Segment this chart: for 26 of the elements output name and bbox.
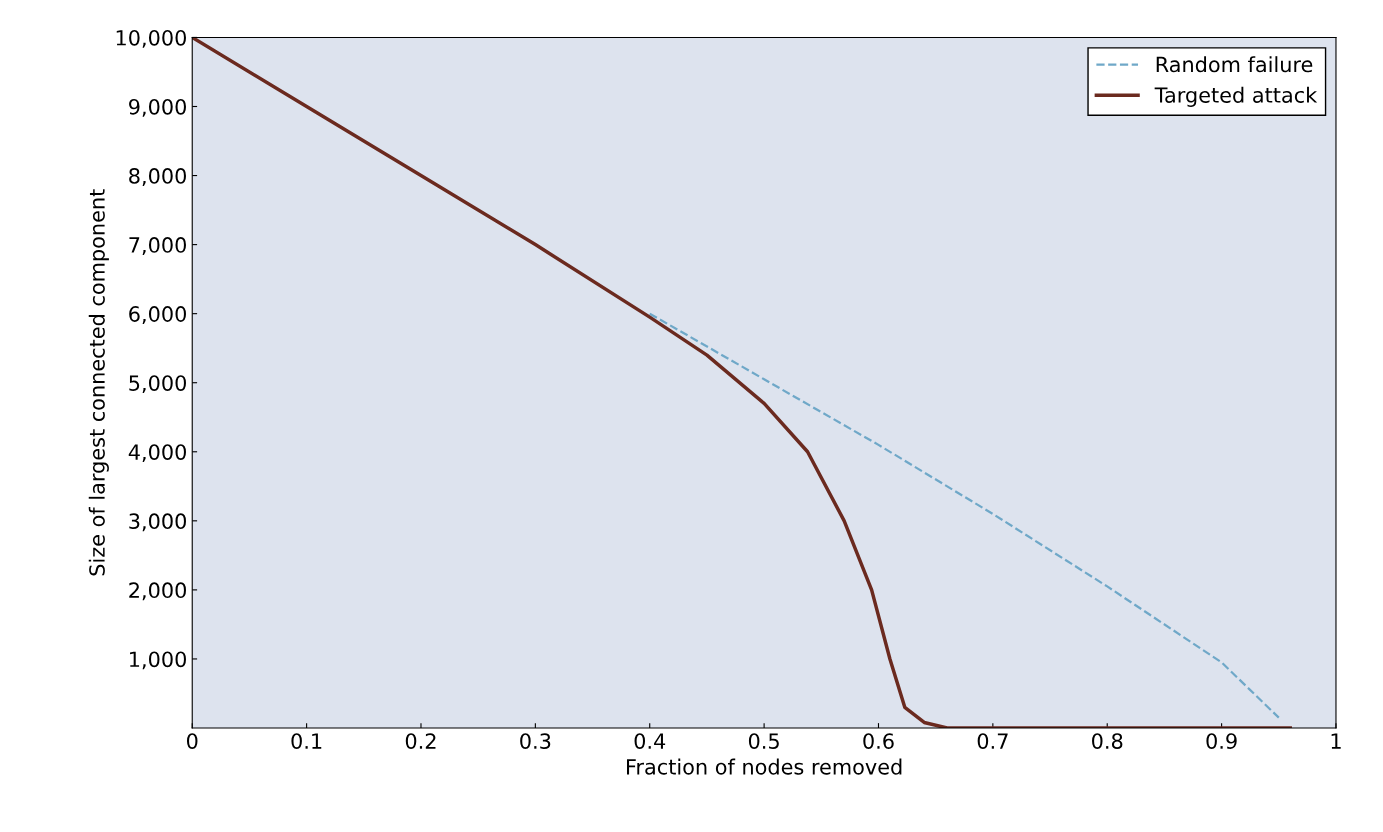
x-tick-label: 0.4 [634,733,666,749]
y-tick-label: 1,000 [130,651,186,670]
y-tick-label: 8,000 [129,168,186,186]
x-tick-label: 0.8 [1092,733,1123,749]
y-axis-title: Size of largest connected component [88,189,109,576]
x-tick-label: 0.3 [520,733,551,749]
y-tick-label: 7,000 [129,237,186,255]
line-series [648,312,1280,719]
legend-label: Targeted attack [1154,86,1318,107]
x-tick-label: 0.2 [405,733,436,749]
y-tick-label: 6,000 [129,306,186,324]
y-tick-label: 9,000 [129,98,186,117]
x-tick-label: 1 [1331,733,1341,749]
x-tick-label: 0 [186,733,198,749]
x-tick-label: 0.1 [291,733,322,749]
y-tick-label: 4,000 [128,444,186,463]
x-axis-title: Fraction of nodes removed [627,758,902,775]
legend-label: Random failure [1156,56,1313,73]
x-tick-label: 0.7 [977,733,1008,749]
y-tick-label: 3,000 [129,513,186,532]
x-tick-label: 0.9 [1206,733,1237,749]
y-tick-label: 5,000 [129,375,186,394]
y-tick-label: 2,000 [129,582,186,601]
y-tick-label: 10,000 [116,29,186,48]
x-tick-label: 0.6 [863,733,894,749]
x-tick-label: 0.5 [748,733,779,749]
